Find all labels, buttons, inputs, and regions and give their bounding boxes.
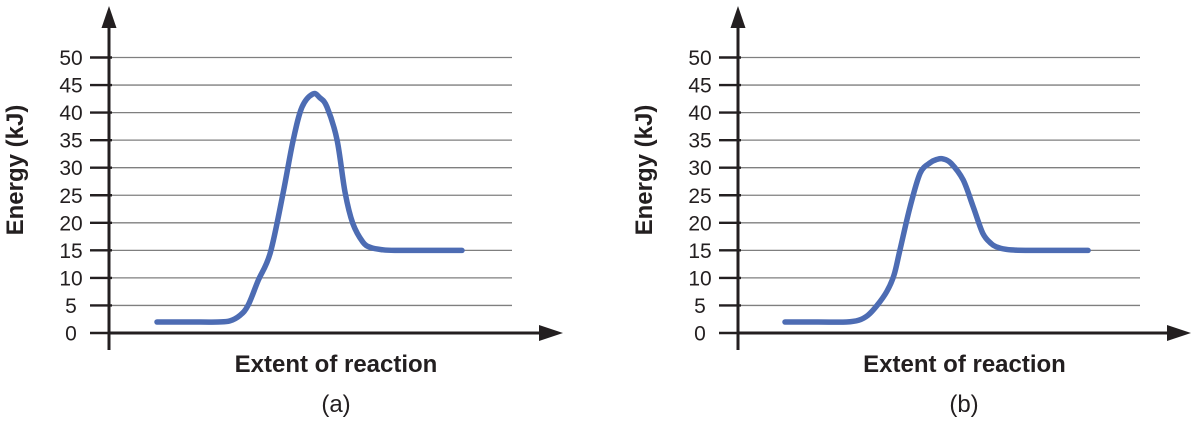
y-tick-label: 10 <box>688 267 711 290</box>
y-tick-label: 20 <box>59 212 82 235</box>
y-tick-label: 35 <box>59 130 82 153</box>
y-tick-label: 10 <box>59 267 82 290</box>
y-tick-label: 30 <box>688 157 711 180</box>
panel-caption-a: (a) <box>321 391 351 418</box>
energy-diagram-a-plot: 0 5 10 15 20 25 30 35 40 45 50 Energy (kJ) Extent of… <box>2 6 563 378</box>
energy-curve <box>782 155 1091 325</box>
y-tick-label: 25 <box>59 185 82 208</box>
y-tick-label: 45 <box>59 75 82 98</box>
y-tick-label: 5 <box>65 295 77 318</box>
energy-diagram-b-plot: 0 5 10 15 20 25 30 35 40 45 50 Energy (kJ) Extent of… <box>631 6 1191 378</box>
y-tick-label: 15 <box>688 240 711 263</box>
y-tick-label: 0 <box>694 323 706 346</box>
y-tick-label: 0 <box>65 323 77 346</box>
y-axis-title: Energy (kJ) <box>2 105 29 236</box>
y-tick-label: 5 <box>694 295 706 318</box>
y-axis-title: Energy (kJ) <box>631 105 658 236</box>
x-axis-arrow-icon <box>1167 325 1191 341</box>
energy-diagram-panel-a: 0 5 10 15 20 25 30 35 40 45 50 Energy (kJ) Extent of… <box>2 6 563 418</box>
y-tick-label: 35 <box>688 130 711 153</box>
panel-caption-b: (b) <box>949 391 979 418</box>
y-tick-label: 40 <box>688 102 711 125</box>
y-axis-arrow-icon <box>730 6 746 28</box>
y-tick-label: 25 <box>688 185 711 208</box>
y-tick-label: 30 <box>59 157 82 180</box>
energy-diagram-panel-b: 0 5 10 15 20 25 30 35 40 45 50 Energy (kJ) Extent of… <box>600 0 1200 428</box>
y-tick-label: 40 <box>59 102 82 125</box>
y-tick-label: 45 <box>688 75 711 98</box>
x-axis-title: Extent of reaction <box>235 351 438 378</box>
y-axis-arrow-icon <box>101 6 117 28</box>
x-axis-title: Extent of reaction <box>863 351 1066 378</box>
y-tick-label: 15 <box>59 240 82 263</box>
energy-curve <box>154 90 465 325</box>
x-axis-arrow-icon <box>539 325 563 341</box>
y-tick-label: 50 <box>59 47 82 70</box>
y-tick-label: 50 <box>688 47 711 70</box>
y-tick-label: 20 <box>688 212 711 235</box>
